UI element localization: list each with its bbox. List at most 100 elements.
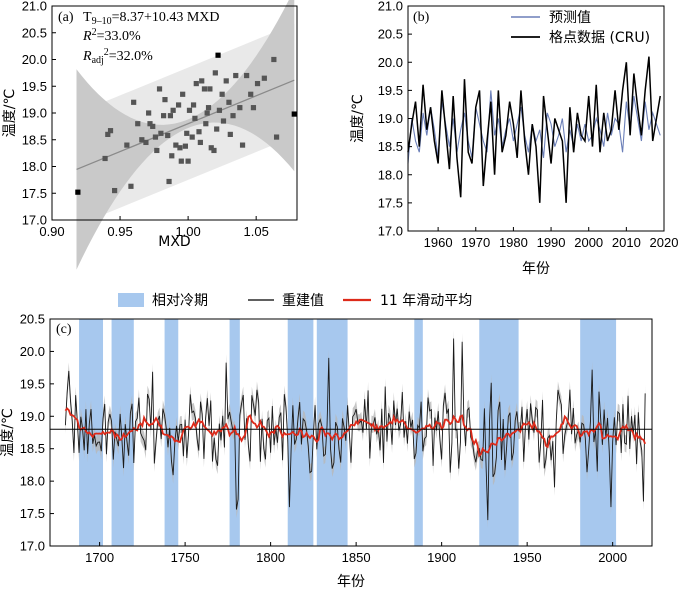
legend-label-predicted: 预测值	[549, 10, 591, 26]
data-point	[190, 102, 197, 108]
data-point	[112, 187, 118, 194]
y-tick-label: 19.0	[22, 106, 47, 121]
data-point	[196, 129, 202, 135]
data-point	[199, 78, 205, 84]
cold-period	[164, 319, 179, 546]
data-point	[204, 110, 210, 116]
x-tick-label: 1970	[461, 235, 490, 250]
regression-line	[76, 79, 295, 171]
y-tick-label: 18.5	[22, 132, 47, 147]
data-point	[105, 131, 111, 137]
x-tick-label: 2010	[612, 235, 641, 250]
y-tick-label: 17.5	[20, 506, 45, 521]
reconstruction-line	[64, 338, 646, 521]
panel-a: 17.0 17.5 18.0 18.5 19.0 19.5 20.0 20.5 21.0 0.90…	[2, 0, 298, 270]
data-point	[291, 111, 297, 117]
data-point	[150, 123, 156, 129]
y-tick-label: 21.0	[378, 0, 403, 14]
legend-swatch-cold	[118, 293, 144, 307]
x-tick-label: 2000	[598, 550, 627, 565]
x-tick-label: 1800	[256, 550, 285, 565]
data-point	[186, 107, 193, 113]
x-tick-label: 1750	[171, 550, 200, 565]
data-point	[215, 52, 221, 58]
data-point	[207, 86, 213, 92]
data-point	[250, 105, 257, 111]
x-axis-label: 年份	[522, 261, 550, 277]
data-point	[271, 56, 277, 63]
data-point	[182, 143, 188, 149]
data-point	[237, 105, 243, 111]
y-tick-label: 18.0	[20, 474, 45, 489]
y-tick-label: 20.0	[378, 55, 403, 70]
data-point	[173, 142, 179, 148]
data-point	[223, 78, 229, 84]
x-axis-label: 年份	[337, 574, 365, 590]
data-point	[208, 145, 214, 151]
data-point	[219, 91, 225, 97]
x-tick-label: 1900	[427, 550, 456, 565]
data-point	[165, 132, 171, 139]
data-point	[124, 142, 130, 148]
y-axis-label: 温度/℃	[0, 408, 16, 456]
series-cru	[407, 56, 661, 203]
y-tick-label: 18.0	[378, 167, 403, 182]
panel-label-b: (b)	[413, 10, 430, 25]
data-point	[212, 70, 218, 76]
panel-b: 17.0 17.5 18.0 18.5 19.0 19.5 20.0 20.5 21.0 1960…	[350, 0, 678, 277]
legend-label-cru: 格点数据 (CRU)	[549, 30, 650, 46]
x-tick-label: 1700	[85, 550, 114, 565]
y-tick-label: 20.5	[378, 27, 403, 42]
data-point	[254, 80, 261, 87]
panel-label-a: (a)	[58, 10, 74, 25]
data-point	[244, 72, 250, 79]
data-point	[152, 134, 159, 140]
cold-period	[79, 319, 104, 546]
data-point	[189, 134, 195, 140]
data-point	[205, 105, 212, 111]
y-tick-label: 18.5	[378, 139, 403, 154]
data-point	[192, 115, 198, 121]
data-point	[162, 97, 168, 103]
data-point	[177, 145, 183, 151]
data-point	[154, 147, 160, 154]
r-squared: R2=33.0%	[82, 27, 141, 44]
data-point	[185, 158, 191, 164]
data-point	[214, 126, 220, 132]
data-point	[261, 75, 267, 81]
data-point	[203, 121, 209, 127]
fit-equation: T9–10=8.37+10.43 MXD	[83, 10, 220, 27]
y-tick-label: 20.0	[20, 344, 45, 359]
y-tick-label: 17.5	[378, 195, 403, 210]
x-tick-label: 1850	[342, 550, 371, 565]
data-point	[102, 155, 108, 162]
y-tick-label: 19.0	[20, 409, 45, 424]
data-point	[201, 86, 208, 92]
plot-frame	[49, 318, 653, 547]
x-tick-label: 1960	[424, 235, 453, 250]
panel-c: 17.0 17.5 18.0 18.5 19.0 19.5 20.0 20.5 1700 1750…	[0, 292, 653, 590]
x-tick-label: 0.95	[107, 224, 132, 239]
data-point	[161, 113, 167, 119]
x-tick-label: 0.90	[39, 224, 64, 239]
data-point	[184, 130, 190, 136]
data-point	[216, 107, 223, 113]
y-tick-label: 19.5	[378, 83, 403, 98]
cold-period	[111, 319, 134, 546]
y-tick-label: 19.5	[20, 376, 45, 391]
y-tick-label: 17.0	[20, 539, 45, 554]
data-point	[158, 130, 164, 136]
y-tick-label: 20.5	[22, 25, 47, 40]
data-point	[193, 80, 199, 87]
data-point	[131, 99, 137, 105]
y-axis-label: 温度/℃	[350, 94, 366, 142]
adjusted-r-squared: Radj2=32.0%	[82, 47, 153, 66]
y-tick-label: 19.5	[22, 79, 47, 94]
data-point	[211, 147, 217, 154]
y-tick-label: 17.5	[22, 186, 47, 201]
data-point	[143, 139, 149, 146]
data-point	[169, 153, 175, 159]
y-tick-label: 20.5	[20, 312, 45, 327]
data-point	[128, 183, 134, 189]
data-point	[166, 178, 172, 185]
